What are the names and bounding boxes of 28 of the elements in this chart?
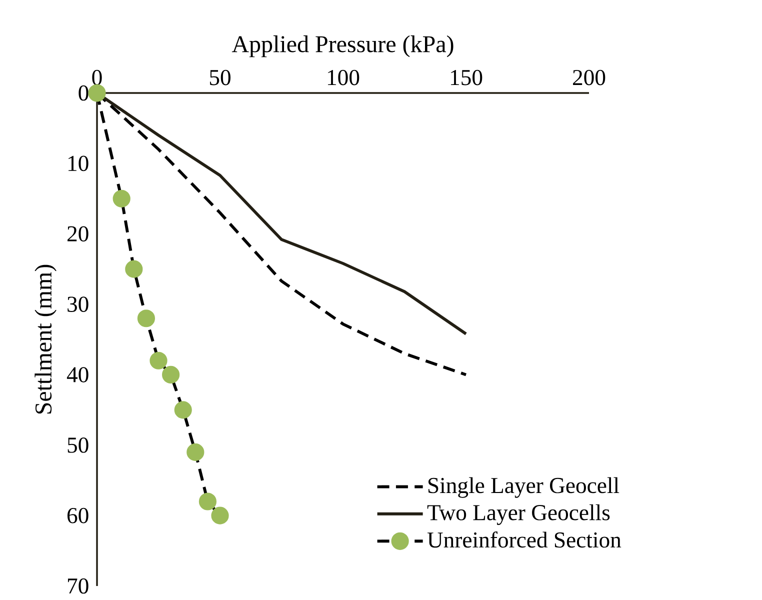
y-tick-label: 0 [78,85,88,101]
x-tick-label: 100 [328,70,360,86]
legend-label: Two Layer Geocells [427,504,610,525]
x-tick-label: 50 [210,70,230,86]
y-tick-label: 50 [68,438,88,453]
point [150,352,168,370]
y-tick-label: 70 [68,578,88,594]
point [112,190,130,208]
y-tick-label: 30 [68,296,88,312]
point [211,506,229,524]
point [125,260,143,278]
x-tick-label: 200 [573,70,606,86]
x-axis-title: Applied Pressure (kPa) [232,35,454,58]
point [198,492,217,510]
legend-label: Single Layer Geocell [428,477,620,498]
y-tick-label: 10 [68,156,88,172]
point [162,366,180,384]
point [174,401,192,419]
y-tick-label: 40 [66,367,88,382]
point [88,84,106,102]
y-tick-label: 60 [68,508,88,524]
legend-label: Unreinforced Section [427,531,622,548]
x-tick-label: 0 [92,70,102,86]
y-tick-label: 20 [68,226,88,242]
point [186,443,204,461]
y-axis-title: Settlment (mm) [34,264,56,414]
x-tick-label: 150 [450,70,482,86]
point [137,310,156,328]
